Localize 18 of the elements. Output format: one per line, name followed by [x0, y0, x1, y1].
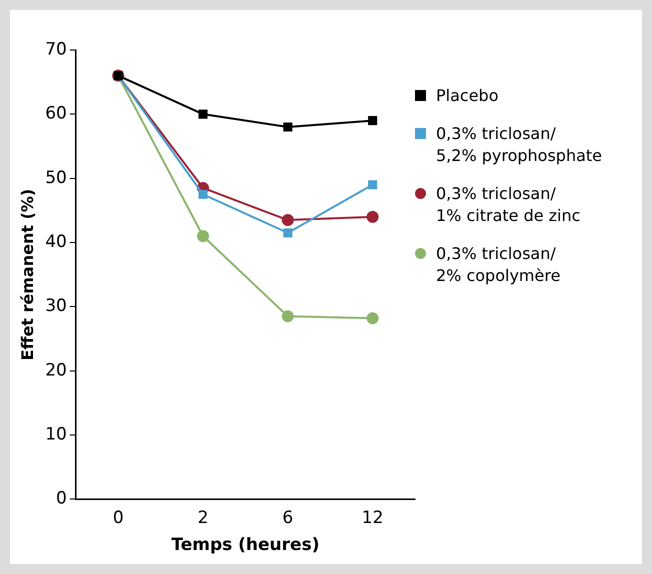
- x-tick-label: 12: [362, 508, 384, 528]
- y-tick-label: 0: [56, 488, 67, 509]
- legend-label: Placebo: [436, 85, 498, 107]
- x-tick-label: 0: [112, 508, 124, 528]
- x-tick-label: 6: [282, 508, 294, 528]
- y-tick-label: 20: [45, 360, 67, 380]
- legend-label: 0,3% triclosan/ 2% copolymère: [436, 243, 560, 287]
- y-tick-label: 10: [45, 424, 67, 444]
- legend-label: 0,3% triclosan/ 5,2% pyrophosphate: [436, 123, 602, 167]
- y-axis-title: Effet rémanent (%): [18, 188, 37, 360]
- y-tick-label: 50: [45, 168, 67, 188]
- legend-label: 0,3% triclosan/ 1% citrate de zinc: [436, 183, 580, 227]
- y-tick-label: 70: [45, 39, 67, 60]
- x-tick-label: 2: [198, 508, 208, 528]
- y-tick-label: 30: [45, 296, 67, 316]
- x-axis-title: Temps (heures): [171, 535, 320, 556]
- y-tick-label: 60: [45, 104, 67, 124]
- y-tick-label: 40: [45, 232, 67, 252]
